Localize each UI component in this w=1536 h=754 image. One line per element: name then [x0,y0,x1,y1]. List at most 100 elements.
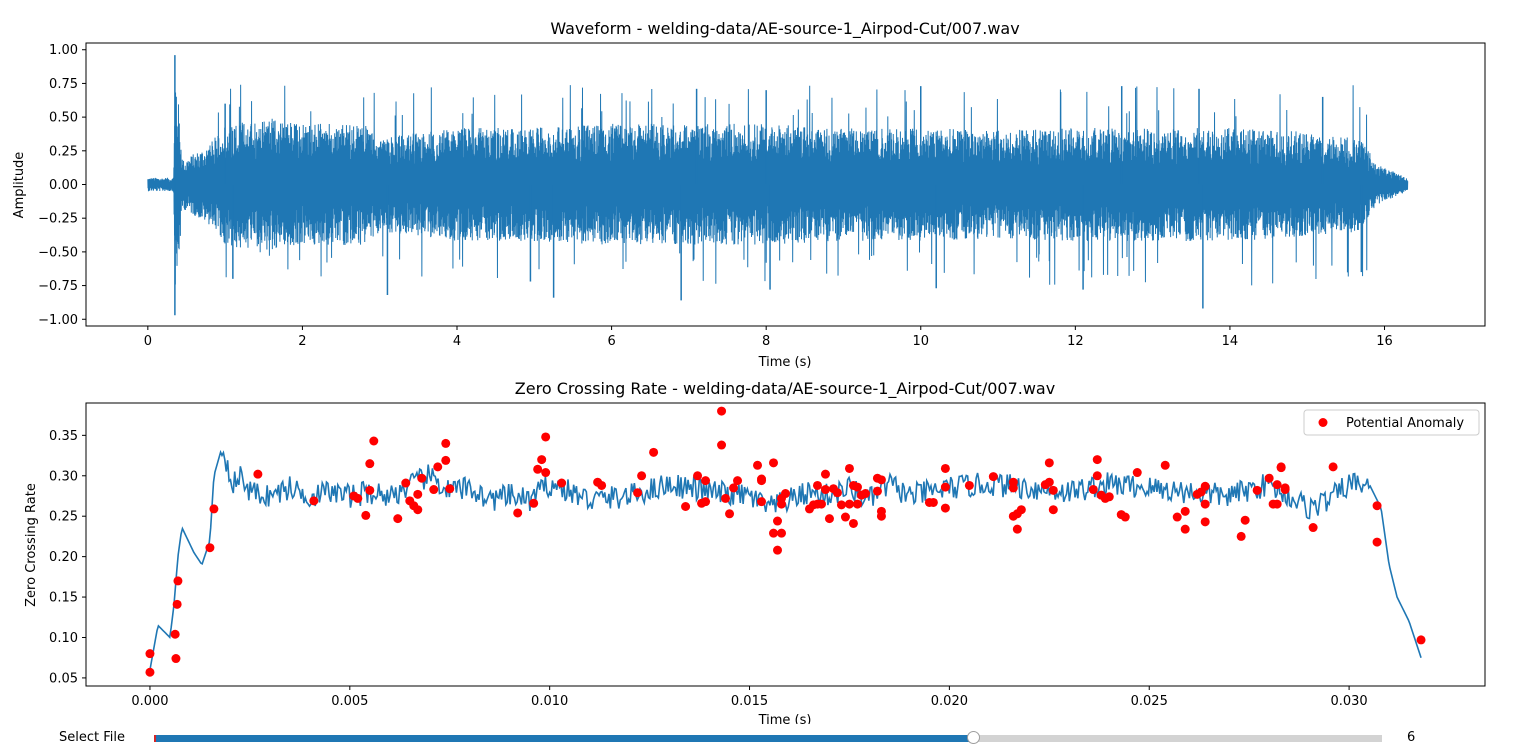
file-slider-fill [154,735,973,742]
waveform-ytick-label: −0.75 [38,279,78,294]
anomaly-point [1092,471,1102,481]
anomaly-point [876,475,886,485]
anomaly-point [1180,524,1190,534]
anomaly-point [401,478,411,488]
zcr-xtick-label: 0.010 [531,694,568,709]
anomaly-point [701,476,711,486]
anomaly-point [145,649,155,659]
zcr-line [149,449,1422,670]
waveform-ytick-label: 0.75 [49,77,78,92]
zcr-xtick-label: 0.030 [1330,694,1367,709]
anomaly-point [513,508,523,518]
anomaly-point [433,462,443,472]
waveform-y-label: Amplitude [12,152,27,219]
anomaly-point [757,476,767,486]
anomaly-point [253,469,263,479]
waveform-ytick-label: −0.50 [38,245,78,260]
anomaly-point [172,599,182,609]
anomaly-point [1372,537,1382,547]
anomaly-point [753,460,763,470]
zcr-xtick-label: 0.000 [131,694,168,709]
anomaly-point [1088,485,1098,495]
anomaly-point [816,499,826,509]
zcr-plot-area [145,406,1426,677]
waveform-x-ticks: 0 2 4 6 8 10 12 14 16 [144,326,1393,349]
anomaly-point [1200,517,1210,527]
waveform-ytick-label: 0.25 [49,144,78,159]
zcr-xtick-label: 0.025 [1131,694,1168,709]
anomaly-point [988,472,998,482]
anomaly-point [173,576,183,586]
file-slider-start-marker [154,735,156,742]
anomaly-point [1172,512,1182,522]
anomaly-point [1120,512,1130,522]
anomaly-point [1328,462,1338,472]
anomaly-point [353,493,363,503]
anomaly-point [633,488,643,498]
anomaly-point [860,489,870,499]
anomaly-point [928,497,938,507]
waveform-xtick-label: 12 [1067,334,1084,349]
waveform-xtick-label: 2 [298,334,306,349]
anomaly-point [1160,460,1170,470]
zcr-xtick-label: 0.015 [731,694,768,709]
anomaly-point [1272,480,1282,490]
waveform-xtick-label: 10 [912,334,929,349]
anomaly-point [820,469,830,479]
file-slider-track[interactable] [154,731,1382,744]
anomaly-point [1264,473,1274,483]
anomaly-point [1276,462,1286,472]
anomaly-point [1280,485,1290,495]
waveform-xtick-label: 0 [144,334,152,349]
anomaly-point [1252,485,1262,495]
anomaly-point [840,512,850,522]
anomaly-point [1272,499,1282,509]
anomaly-point [876,511,886,521]
anomaly-point [824,514,834,524]
anomaly-point [529,498,539,508]
anomaly-point [836,500,846,510]
anomaly-point [441,455,451,465]
anomaly-point [940,482,950,492]
zcr-xtick-label: 0.020 [931,694,968,709]
figure: Waveform - welding-data/AE-source-1_Airp… [12,19,1486,724]
anomaly-point [1308,523,1318,533]
anomaly-point [417,473,427,483]
legend-box [1303,409,1480,436]
anomaly-point [729,483,739,493]
anomaly-point [812,480,822,490]
anomaly-point [393,514,403,524]
anomaly-point [964,480,974,490]
anomaly-point [209,504,219,514]
slider-label: Select File [59,730,125,745]
waveform-ytick-label: 0.50 [49,111,78,126]
anomaly-point [757,497,767,507]
anomaly-point [1372,501,1382,511]
waveform-y-ticks: 1.00 0.75 0.50 0.25 0.00 −0.25 −0.50 −0.75 −1.00 [38,43,86,328]
anomaly-point [1048,485,1058,495]
anomaly-point [309,496,319,506]
waveform-ytick-label: 1.00 [49,43,78,58]
waveform-x-label: Time (s) [758,355,812,370]
anomaly-point [1200,499,1210,509]
file-slider-handle[interactable] [967,731,980,744]
anomaly-point [597,480,607,490]
waveform-line [147,84,1409,286]
anomaly-point [1048,505,1058,515]
anomaly-point [541,432,551,442]
anomaly-point [365,485,375,495]
anomaly-point [533,464,543,474]
zcr-y-ticks: 0.35 0.30 0.25 0.20 0.15 0.10 0.05 [49,429,86,686]
waveform-title: Waveform - welding-data/AE-source-1_Airp… [550,19,1019,39]
anomaly-point [820,485,830,495]
zcr-ytick-label: 0.05 [49,671,78,686]
anomaly-point [1132,468,1142,478]
zcr-ytick-label: 0.15 [49,591,78,606]
anomaly-point [769,458,779,468]
anomaly-point [541,468,551,478]
anomaly-point [781,489,790,499]
waveform-axes: Waveform - welding-data/AE-source-1_Airp… [12,19,1486,370]
anomaly-point [365,459,375,469]
anomaly-point [1240,515,1250,525]
anomaly-point [844,463,854,473]
